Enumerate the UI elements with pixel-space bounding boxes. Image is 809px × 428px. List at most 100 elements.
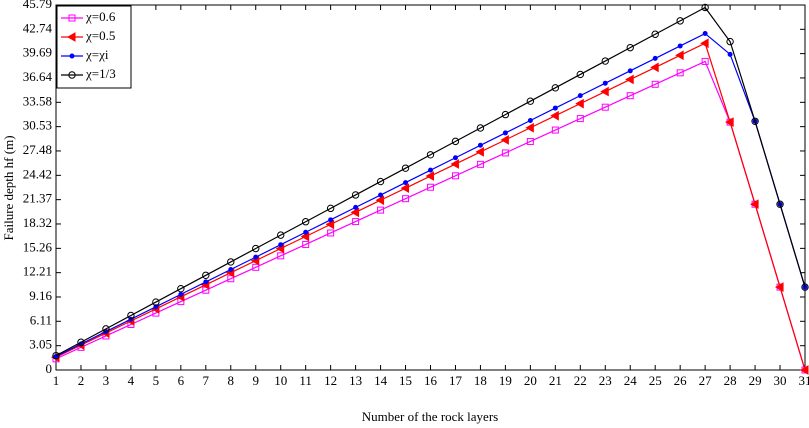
x-tick-label: 5 (153, 373, 160, 388)
marker (102, 325, 110, 333)
marker (378, 192, 384, 198)
marker (227, 275, 235, 283)
x-tick-label: 2 (78, 373, 85, 388)
x-tick-label: 10 (274, 373, 287, 388)
x-tick-label: 25 (649, 373, 662, 388)
y-tick-label: 21.37 (23, 191, 53, 206)
marker (425, 171, 434, 181)
x-tick-label: 7 (203, 373, 210, 388)
x-tick-label: 24 (624, 373, 638, 388)
marker (253, 254, 259, 260)
marker (550, 110, 559, 121)
y-tick-label: 27.48 (23, 142, 52, 157)
x-tick-label: 30 (774, 373, 787, 388)
y-axis-label: Failure depth hf (m) (1, 135, 16, 240)
marker (799, 365, 809, 375)
x-tick-label: 1 (53, 373, 60, 388)
marker (303, 229, 309, 235)
marker (203, 279, 209, 285)
marker (326, 204, 335, 213)
marker (526, 97, 535, 105)
marker (551, 126, 559, 134)
marker (600, 86, 609, 97)
marker (726, 37, 734, 46)
y-tick-label: 18.32 (23, 215, 52, 230)
marker (228, 266, 234, 272)
x-axis-label: Number of the rock layers (362, 409, 498, 424)
marker (502, 130, 508, 136)
marker (401, 164, 410, 172)
series-line (55, 42, 806, 371)
marker (66, 32, 76, 42)
marker (402, 195, 410, 203)
marker (327, 229, 335, 237)
marker (577, 93, 583, 99)
y-tick-label: 6.11 (30, 312, 52, 327)
marker (626, 92, 634, 100)
marker (177, 284, 185, 293)
x-tick-label: 27 (699, 373, 713, 388)
marker (451, 172, 459, 180)
x-tick-label: 11 (299, 373, 312, 388)
marker (451, 137, 460, 146)
marker (476, 124, 485, 132)
y-tick-label: 45.79 (23, 0, 52, 11)
marker (676, 69, 684, 77)
marker (701, 3, 709, 12)
x-tick-label: 23 (599, 373, 612, 388)
x-tick-label: 14 (374, 373, 388, 388)
marker (700, 38, 709, 49)
y-tick-label: 9.16 (29, 288, 52, 303)
marker (277, 252, 285, 260)
marker (602, 80, 608, 86)
x-tick-label: 19 (499, 373, 512, 388)
marker (601, 103, 609, 111)
x-tick-label: 18 (474, 373, 487, 388)
marker (527, 118, 533, 124)
marker (127, 311, 135, 320)
y-tick-label: 42.74 (23, 20, 53, 35)
y-tick-label: 24.42 (23, 166, 52, 181)
marker (376, 177, 385, 186)
marker (702, 31, 708, 37)
marker (676, 17, 684, 25)
marker (675, 50, 684, 61)
marker (353, 204, 359, 210)
legend-label: χ=0.5 (85, 28, 115, 43)
y-tick-label: 3.05 (29, 337, 52, 352)
y-tick-label: 0 (46, 361, 53, 376)
marker (701, 57, 709, 65)
marker (725, 117, 734, 127)
marker (301, 218, 310, 226)
series-line (55, 32, 806, 357)
y-tick-label: 36.64 (23, 69, 53, 84)
x-tick-label: 22 (574, 373, 587, 388)
x-tick-label: 4 (128, 373, 135, 388)
marker (627, 68, 633, 74)
marker (501, 149, 509, 157)
marker (252, 244, 260, 253)
marker (426, 151, 435, 159)
marker (677, 43, 683, 49)
x-tick-label: 6 (178, 373, 185, 388)
marker (651, 80, 659, 88)
marker (452, 155, 458, 161)
marker (68, 14, 76, 22)
marker (652, 55, 658, 61)
x-tick-label: 17 (449, 373, 463, 388)
marker (178, 291, 184, 297)
y-tick-label: 12.21 (23, 264, 52, 279)
marker (551, 84, 560, 92)
x-tick-label: 9 (252, 373, 259, 388)
x-tick-label: 31 (799, 373, 809, 388)
marker (552, 105, 558, 111)
x-tick-label: 29 (749, 373, 762, 388)
x-tick-label: 8 (228, 373, 235, 388)
marker (427, 183, 434, 191)
marker (601, 57, 609, 65)
marker (450, 159, 459, 169)
x-tick-label: 13 (349, 373, 362, 388)
marker (650, 62, 659, 73)
y-tick-label: 33.58 (23, 93, 52, 108)
marker (727, 51, 733, 57)
